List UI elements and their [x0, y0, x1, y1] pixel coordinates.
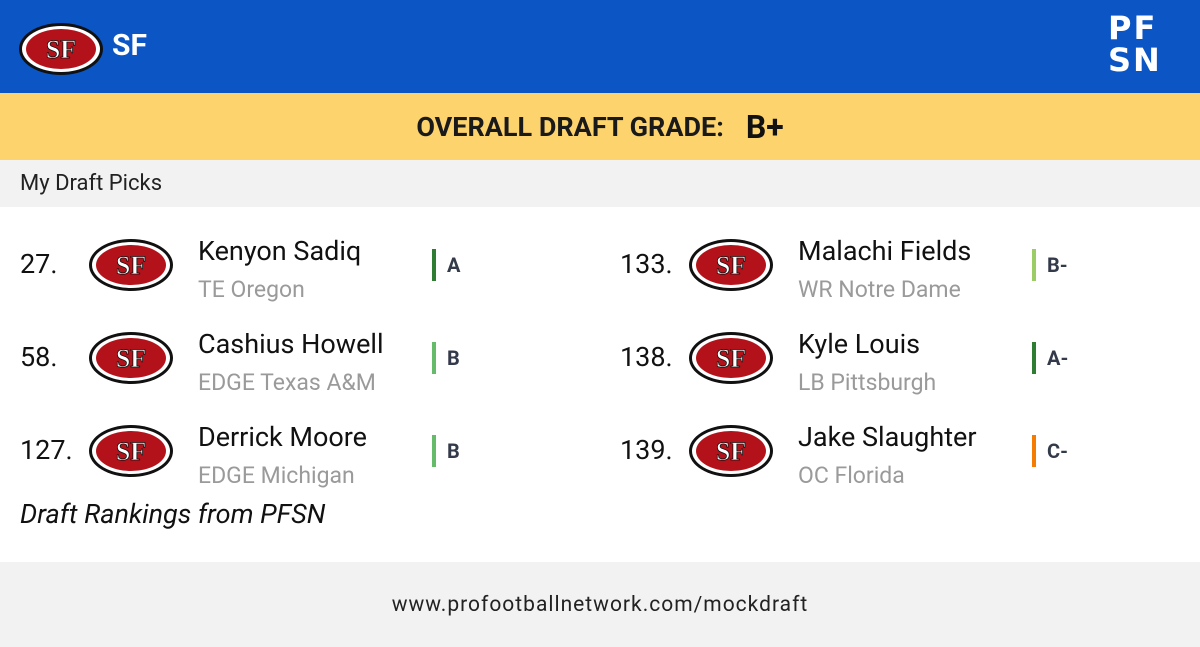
player-detail: OC Florida: [798, 462, 905, 489]
pick-number: 58.: [20, 341, 58, 373]
grade-label: OVERALL DRAFT GRADE:: [416, 110, 724, 143]
player-detail: EDGE Michigan: [198, 462, 355, 489]
logo-text: SF: [116, 251, 146, 280]
brand-top: PF: [1108, 9, 1158, 47]
player-name: Kyle Louis: [798, 328, 921, 360]
section-bar: My Draft Picks: [0, 160, 1200, 207]
pick-number: 133.: [620, 248, 673, 280]
team-abbr: SF: [112, 28, 147, 63]
pick-grade: A: [447, 253, 461, 277]
footer: www.profootballnetwork.com/mockdraft: [0, 562, 1200, 647]
team-logo: SF: [89, 239, 173, 291]
team-logo: SF: [689, 425, 773, 477]
logo-text: SF: [116, 437, 146, 466]
section-title: My Draft Picks: [20, 171, 163, 196]
player-name: Malachi Fields: [798, 235, 972, 267]
player-detail: EDGE Texas A&M: [198, 369, 376, 396]
logo-text: SF: [716, 251, 746, 280]
grade-bar: [1032, 342, 1036, 374]
grade-bar: [432, 435, 436, 467]
grade-bar: [1032, 249, 1036, 281]
logo-text: SF: [716, 344, 746, 373]
pick-grade: B-: [1047, 253, 1068, 277]
footer-url: www.profootballnetwork.com/mockdraft: [391, 592, 809, 617]
team-logo: SF: [19, 23, 103, 75]
pick-grade: A-: [1047, 346, 1069, 370]
player-name: Cashius Howell: [198, 328, 384, 360]
header: SF SF PF SN: [0, 0, 1200, 93]
team-logo: SF: [689, 239, 773, 291]
team-logo: SF: [89, 332, 173, 384]
brand-bottom: SN: [1108, 41, 1162, 79]
pick-grade: B: [447, 439, 460, 463]
player-detail: TE Oregon: [198, 276, 305, 303]
pick-number: 27.: [20, 248, 58, 280]
player-name: Kenyon Sadiq: [198, 235, 362, 267]
brand-logo: PF SN: [1108, 12, 1162, 76]
pick-number: 127.: [20, 434, 73, 466]
logo-text: SF: [46, 35, 76, 64]
logo-text: SF: [116, 344, 146, 373]
overall-grade: B+: [745, 107, 784, 146]
credit: Draft Rankings from PFSN: [20, 498, 326, 530]
player-name: Jake Slaughter: [798, 421, 977, 453]
pick-number: 138.: [620, 341, 673, 373]
player-name: Derrick Moore: [198, 421, 368, 453]
player-detail: WR Notre Dame: [798, 276, 961, 303]
pick-grade: C-: [1047, 439, 1068, 463]
grade-bar: [1032, 435, 1036, 467]
player-detail: LB Pittsburgh: [798, 369, 937, 396]
pick-number: 139.: [620, 434, 673, 466]
team-logo: SF: [89, 425, 173, 477]
grade-banner: OVERALL DRAFT GRADE: B+: [0, 93, 1200, 160]
pick-grade: B: [447, 346, 460, 370]
logo-text: SF: [716, 437, 746, 466]
grade-bar: [432, 249, 436, 281]
grade-bar: [432, 342, 436, 374]
team-logo: SF: [689, 332, 773, 384]
